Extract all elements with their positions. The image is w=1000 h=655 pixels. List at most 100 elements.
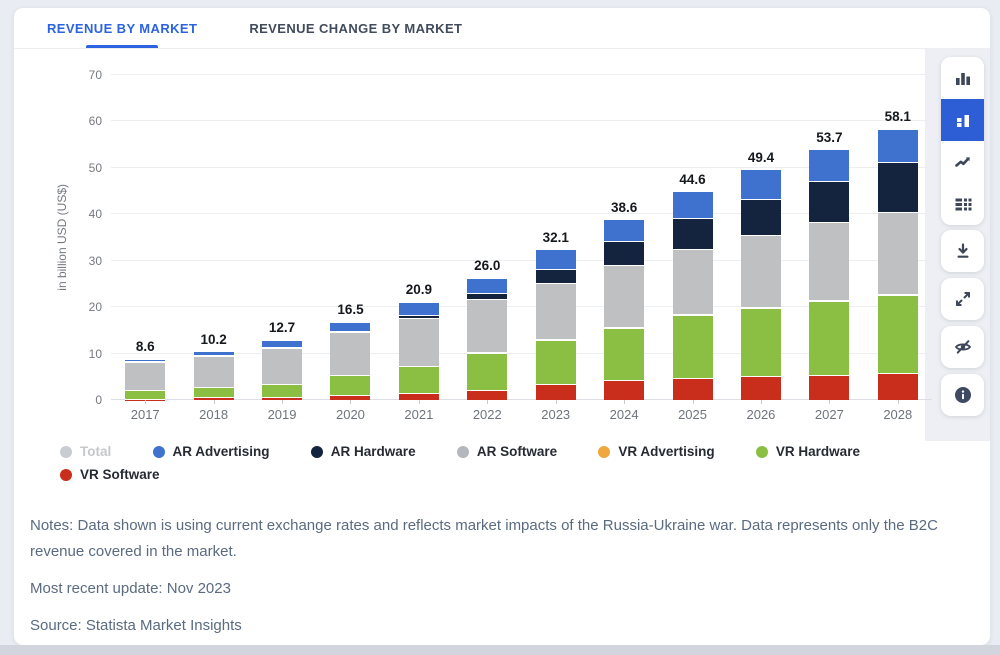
segment-ar-software[interactable]	[398, 319, 439, 368]
info-button[interactable]	[941, 374, 984, 416]
segment-ar-hardware[interactable]	[809, 182, 850, 224]
stacked-bar-2027[interactable]	[809, 150, 850, 400]
stacked-bar-2026[interactable]	[740, 170, 781, 400]
segment-vr-advertising[interactable]	[672, 315, 713, 317]
segment-vr-software[interactable]	[467, 390, 508, 400]
segment-vr-hardware[interactable]	[193, 388, 234, 399]
segment-ar-advertising[interactable]	[398, 303, 439, 317]
hide-button[interactable]	[941, 326, 984, 368]
legend-item-vr-hardware[interactable]: VR Hardware	[755, 443, 860, 460]
segment-vr-advertising[interactable]	[740, 308, 781, 309]
download-button[interactable]	[941, 230, 984, 272]
segment-ar-hardware[interactable]	[467, 294, 508, 301]
segment-vr-software[interactable]	[535, 385, 576, 400]
stacked-bar-2023[interactable]	[535, 250, 576, 400]
stacked-bar-2019[interactable]	[262, 341, 303, 400]
segment-vr-software[interactable]	[398, 394, 439, 400]
segment-vr-advertising[interactable]	[467, 352, 508, 354]
segment-vr-advertising[interactable]	[809, 301, 850, 303]
toolbar-column-chart[interactable]	[941, 57, 984, 99]
segment-ar-software[interactable]	[809, 223, 850, 302]
segment-ar-advertising[interactable]	[535, 250, 576, 270]
segment-vr-software[interactable]	[604, 380, 645, 400]
segment-ar-software[interactable]	[262, 348, 303, 385]
segment-vr-hardware[interactable]	[262, 384, 303, 399]
y-tick-label: 0	[95, 393, 102, 407]
segment-ar-advertising[interactable]	[467, 278, 508, 295]
segment-ar-hardware[interactable]	[330, 331, 371, 333]
segment-vr-hardware[interactable]	[330, 376, 371, 397]
tab-revenue-change-by-market[interactable]: REVENUE CHANGE BY MARKET	[223, 8, 488, 48]
segment-ar-hardware[interactable]	[398, 316, 439, 320]
segment-ar-advertising[interactable]	[877, 129, 918, 163]
stacked-bar-2022[interactable]	[467, 278, 508, 400]
segment-ar-software[interactable]	[672, 250, 713, 316]
segment-ar-advertising[interactable]	[330, 323, 371, 332]
stacked-bar-2025[interactable]	[672, 192, 713, 400]
segment-ar-advertising[interactable]	[604, 220, 645, 243]
stacked-bar-2020[interactable]	[330, 323, 371, 400]
segment-ar-hardware[interactable]	[740, 199, 781, 237]
segment-ar-advertising[interactable]	[262, 341, 303, 348]
segment-vr-hardware[interactable]	[604, 328, 645, 381]
legend-item-vr-software[interactable]: VR Software	[60, 466, 160, 483]
gridline	[111, 259, 932, 261]
segment-vr-hardware[interactable]	[398, 367, 439, 395]
legend-item-ar-hardware[interactable]: AR Hardware	[310, 443, 416, 460]
segment-vr-software[interactable]	[877, 374, 918, 400]
toolbar-data-table[interactable]	[941, 183, 984, 225]
segment-ar-advertising[interactable]	[125, 359, 166, 362]
segment-ar-software[interactable]	[467, 300, 508, 353]
tab-revenue-by-market[interactable]: REVENUE BY MARKET	[21, 8, 223, 48]
segment-vr-hardware[interactable]	[672, 316, 713, 379]
x-tick-label: 2028	[883, 407, 913, 422]
segment-ar-advertising[interactable]	[672, 192, 713, 220]
segment-ar-hardware[interactable]	[672, 219, 713, 251]
stacked-bar-2024[interactable]	[604, 220, 645, 400]
segment-vr-advertising[interactable]	[877, 295, 918, 296]
segment-vr-software[interactable]	[809, 376, 850, 400]
segment-ar-hardware[interactable]	[125, 361, 166, 363]
segment-ar-software[interactable]	[740, 236, 781, 308]
segment-vr-hardware[interactable]	[877, 296, 918, 374]
segment-ar-software[interactable]	[330, 332, 371, 377]
segment-vr-hardware[interactable]	[535, 341, 576, 386]
segment-vr-hardware[interactable]	[809, 302, 850, 377]
segment-vr-software[interactable]	[262, 398, 303, 400]
expand-icon	[955, 292, 970, 306]
stacked-bar-2018[interactable]	[193, 352, 234, 400]
legend-item-vr-advertising[interactable]: VR Advertising	[598, 443, 715, 460]
stacked-bar-2021[interactable]	[398, 303, 439, 400]
legend-item-ar-advertising[interactable]: AR Advertising	[152, 443, 270, 460]
legend-item-total[interactable]: Total	[60, 443, 111, 460]
segment-vr-advertising[interactable]	[604, 327, 645, 329]
segment-vr-software[interactable]	[672, 378, 713, 400]
toolbar-stacked-column-chart[interactable]	[941, 99, 984, 141]
segment-vr-hardware[interactable]	[467, 353, 508, 391]
stacked-bar-2017[interactable]	[125, 359, 166, 400]
segment-ar-advertising[interactable]	[809, 150, 850, 183]
segment-vr-software[interactable]	[330, 396, 371, 400]
segment-ar-software[interactable]	[604, 266, 645, 328]
segment-ar-software[interactable]	[125, 362, 166, 392]
stacked-bar-2028[interactable]	[877, 129, 918, 400]
segment-ar-hardware[interactable]	[193, 356, 234, 358]
segment-ar-advertising[interactable]	[740, 170, 781, 200]
legend-item-ar-software[interactable]: AR Software	[456, 443, 557, 460]
toolbar-line-chart[interactable]	[941, 141, 984, 183]
segment-vr-advertising[interactable]	[535, 340, 576, 342]
segment-ar-software[interactable]	[193, 357, 234, 389]
segment-vr-software[interactable]	[193, 398, 234, 400]
segment-ar-hardware[interactable]	[604, 242, 645, 267]
segment-ar-software[interactable]	[877, 213, 918, 295]
segment-ar-software[interactable]	[535, 284, 576, 341]
segment-vr-hardware[interactable]	[125, 391, 166, 400]
x-tick-label: 2022	[472, 407, 502, 422]
segment-ar-advertising[interactable]	[193, 352, 234, 357]
segment-vr-hardware[interactable]	[740, 309, 781, 378]
segment-vr-software[interactable]	[740, 377, 781, 400]
expand-button[interactable]	[941, 278, 984, 320]
segment-ar-hardware[interactable]	[877, 162, 918, 214]
segment-ar-hardware[interactable]	[535, 269, 576, 285]
segment-ar-hardware[interactable]	[262, 347, 303, 349]
